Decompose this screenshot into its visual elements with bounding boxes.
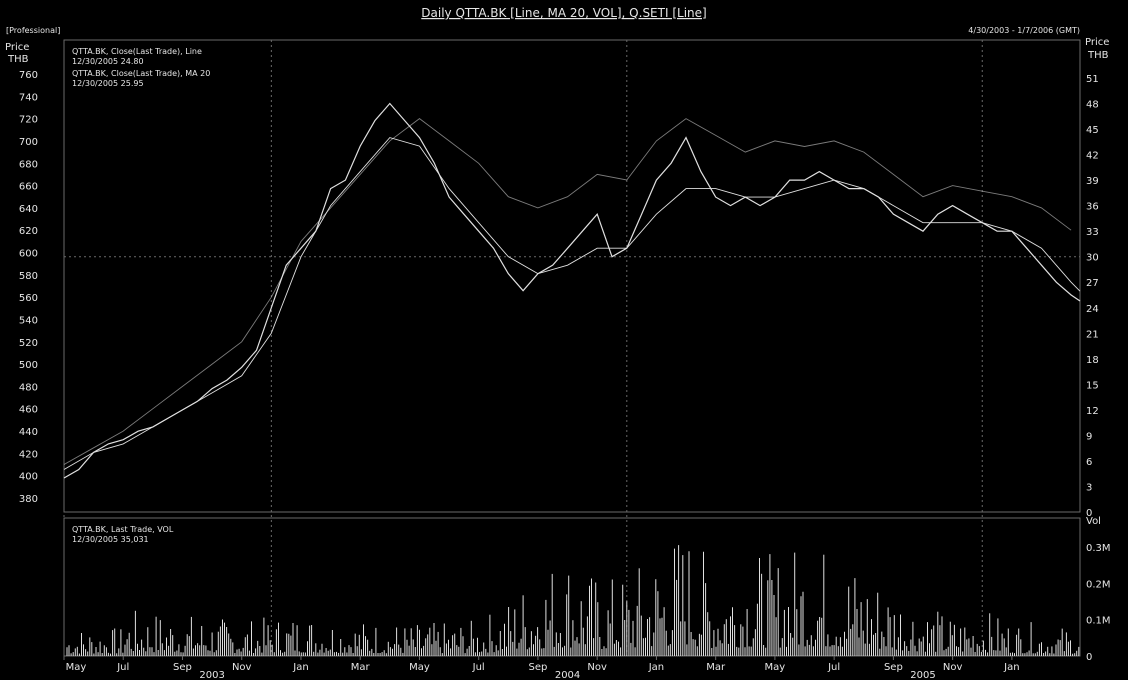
x-tick-label: May xyxy=(66,662,87,673)
left-axis-ticks: 760 740 720 700 680 660 640 620 600 580 560 540 520 5… xyxy=(19,70,38,505)
vol-tick-label: 0.1M xyxy=(1086,616,1111,627)
legend-close-value: 12/30/2005 24.80 xyxy=(72,57,144,66)
left-tick-label: 420 xyxy=(19,449,38,460)
series-ma20-line xyxy=(63,137,1081,470)
volume-bars xyxy=(66,545,1080,656)
right-tick-label: 39 xyxy=(1086,176,1099,187)
right-tick-label: 36 xyxy=(1086,202,1099,213)
x-tick-label: Jan xyxy=(648,662,664,673)
right-tick-label: 0 xyxy=(1086,508,1092,519)
price-series xyxy=(63,102,1081,479)
right-tick-label: 24 xyxy=(1086,304,1099,315)
legend-vol-line: QTTA.BK, Last Trade, VOL xyxy=(72,525,174,534)
chart-title: Daily QTTA.BK [Line, MA 20, VOL], Q.SETI… xyxy=(421,6,706,20)
right-tick-label: 27 xyxy=(1086,278,1099,289)
legend-close-line: QTTA.BK, Close(Last Trade), Line xyxy=(72,47,202,56)
x-tick-label: Nov xyxy=(943,662,963,673)
x-tick-label: Sep xyxy=(529,662,548,673)
legend-ma-line: QTTA.BK, Close(Last Trade), MA 20 xyxy=(72,69,210,78)
left-tick-label: 620 xyxy=(19,226,38,237)
vol-axis-label: Vol xyxy=(1086,516,1101,527)
right-axis-label-1: Price xyxy=(1085,37,1109,48)
year-tick-label: 2005 xyxy=(910,670,935,680)
left-tick-label: 660 xyxy=(19,182,38,193)
x-tick-label: Jan xyxy=(1003,662,1019,673)
right-tick-label: 15 xyxy=(1086,380,1099,391)
legend-ma-value: 12/30/2005 25.95 xyxy=(72,79,144,88)
left-tick-label: 500 xyxy=(19,360,38,371)
left-tick-label: 380 xyxy=(19,494,38,505)
vol-axis-ticks: 0.3M 0.2M 0.1M 0 xyxy=(1086,543,1111,663)
year-tick-label: 2004 xyxy=(555,670,580,680)
left-tick-label: 520 xyxy=(19,338,38,349)
right-tick-label: 48 xyxy=(1086,100,1099,111)
x-tick-label: Jul xyxy=(827,662,840,673)
right-tick-label: 45 xyxy=(1086,125,1099,136)
x-tick-label: Nov xyxy=(587,662,607,673)
right-tick-label: 21 xyxy=(1086,329,1099,340)
left-tick-label: 440 xyxy=(19,427,38,438)
right-tick-label: 9 xyxy=(1086,431,1092,442)
left-tick-label: 600 xyxy=(19,249,38,260)
x-tick-label: Mar xyxy=(351,662,371,673)
grid-lines xyxy=(63,40,1080,656)
right-tick-label: 33 xyxy=(1086,227,1099,238)
left-tick-label: 460 xyxy=(19,405,38,416)
left-tick-label: 740 xyxy=(19,92,38,103)
right-tick-label: 18 xyxy=(1086,355,1099,366)
right-tick-label: 42 xyxy=(1086,151,1099,162)
date-range-label: 4/30/2003 - 1/7/2006 (GMT) xyxy=(968,26,1080,35)
x-tick-label: May xyxy=(765,662,786,673)
x-tick-label: May xyxy=(409,662,430,673)
x-tick-label: Jul xyxy=(472,662,485,673)
left-tick-label: 580 xyxy=(19,271,38,282)
x-tick-label: Sep xyxy=(884,662,903,673)
year-tick-label: 2003 xyxy=(199,670,224,680)
right-tick-label: 12 xyxy=(1086,406,1099,417)
left-tick-label: 540 xyxy=(19,315,38,326)
right-tick-label: 6 xyxy=(1086,457,1092,468)
left-tick-label: 760 xyxy=(19,70,38,81)
right-tick-label: 51 xyxy=(1086,74,1099,85)
x-tick-label: Sep xyxy=(173,662,192,673)
left-tick-label: 680 xyxy=(19,159,38,170)
series-close-line xyxy=(63,102,1081,479)
right-tick-label: 3 xyxy=(1086,482,1092,493)
left-axis-label-1: Price xyxy=(5,42,29,53)
x-tick-label: Jan xyxy=(292,662,308,673)
vol-tick-label: 0 xyxy=(1086,652,1092,663)
x-tick-label: Jul xyxy=(116,662,129,673)
left-tick-label: 480 xyxy=(19,382,38,393)
legend-vol-value: 12/30/2005 35,031 xyxy=(72,535,149,544)
left-tick-label: 640 xyxy=(19,204,38,215)
x-axis-ticks: May Jul Sep Nov Jan Mar May Jul Sep Nov Jan Mar May J… xyxy=(63,656,1020,680)
x-tick-label: Mar xyxy=(706,662,726,673)
series-seti-line xyxy=(63,118,1072,465)
left-tick-label: 400 xyxy=(19,472,38,483)
left-axis-label-2: THB xyxy=(7,54,29,65)
right-tick-label: 30 xyxy=(1086,253,1099,264)
left-tick-label: 700 xyxy=(19,137,38,148)
left-tick-label: 560 xyxy=(19,293,38,304)
vol-tick-label: 0.3M xyxy=(1086,543,1111,554)
x-tick-label: Nov xyxy=(232,662,252,673)
mode-label: [Professional] xyxy=(6,26,60,35)
right-axis-label-2: THB xyxy=(1087,50,1109,61)
vol-tick-label: 0.2M xyxy=(1086,579,1111,590)
left-tick-label: 720 xyxy=(19,115,38,126)
